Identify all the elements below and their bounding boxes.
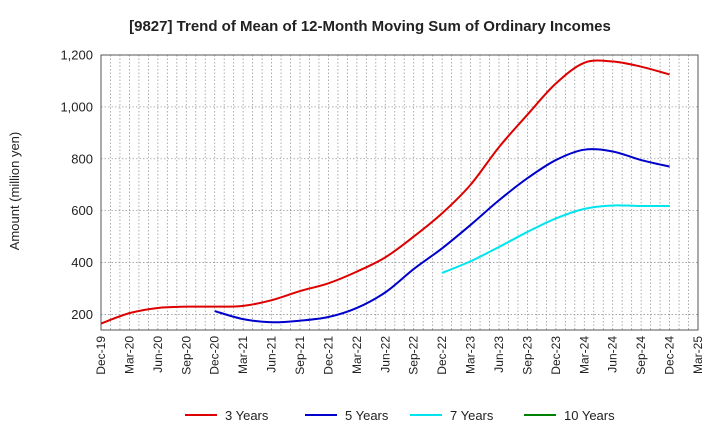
x-tick-label: Sep-20 <box>179 336 193 375</box>
x-tick-label: Dec-20 <box>208 336 222 375</box>
x-tick-label: Mar-23 <box>464 336 478 374</box>
x-tick-label: Mar-25 <box>691 336 705 374</box>
legend: 3 Years 5 Years 7 Years 10 Years <box>185 408 615 423</box>
plot-area <box>101 55 698 330</box>
chart-title: [9827] Trend of Mean of 12-Month Moving … <box>129 18 611 35</box>
y-axis-ticks: 200 400 600 800 1,000 1,200 <box>60 48 93 322</box>
y-tick-label: 1,000 <box>60 99 93 114</box>
x-tick-label: Jun-24 <box>606 336 620 373</box>
x-tick-label: Jun-23 <box>492 336 506 373</box>
x-axis-ticks: Dec-19 Mar-20 Jun-20 Sep-20 Dec-20 Mar-21 Jun-… <box>94 336 705 375</box>
series-line-5-years <box>214 148 670 324</box>
plot-background <box>101 55 698 330</box>
legend-label: 3 Years <box>225 408 269 423</box>
series-lines <box>100 59 670 325</box>
x-tick-label: Jun-22 <box>378 336 392 373</box>
legend-label: 7 Years <box>450 408 494 423</box>
y-tick-label: 400 <box>71 255 93 270</box>
x-tick-label: Mar-20 <box>122 336 136 374</box>
y-tick-label: 800 <box>71 151 93 166</box>
y-tick-label: 200 <box>71 307 93 322</box>
legend-label: 5 Years <box>345 408 389 423</box>
y-tick-label: 600 <box>71 203 93 218</box>
x-tick-label: Jun-21 <box>265 336 279 373</box>
legend-label: 10 Years <box>564 408 615 423</box>
plot-border <box>100 54 699 331</box>
x-tick-label: Mar-22 <box>350 336 364 374</box>
x-tick-label: Dec-24 <box>663 336 677 375</box>
x-tick-label: Dec-22 <box>435 336 449 375</box>
x-tick-label: Sep-24 <box>634 336 648 375</box>
x-tick-label: Mar-24 <box>577 336 591 374</box>
x-tick-label: Sep-22 <box>407 336 421 375</box>
y-axis-label: Amount (million yen) <box>7 132 22 251</box>
plot-frame <box>100 54 699 331</box>
x-tick-label: Sep-23 <box>520 336 534 375</box>
series-line-7-years <box>441 204 670 274</box>
y-tick-label: 1,200 <box>60 48 93 63</box>
x-tick-label: Dec-23 <box>549 336 563 375</box>
series-line-3-years <box>100 59 670 325</box>
x-tick-label: Sep-21 <box>293 336 307 375</box>
x-tick-label: Mar-21 <box>236 336 250 374</box>
x-tick-label: Jun-20 <box>151 336 165 373</box>
x-tick-label: Dec-19 <box>94 336 108 375</box>
x-tick-label: Dec-21 <box>321 336 335 375</box>
